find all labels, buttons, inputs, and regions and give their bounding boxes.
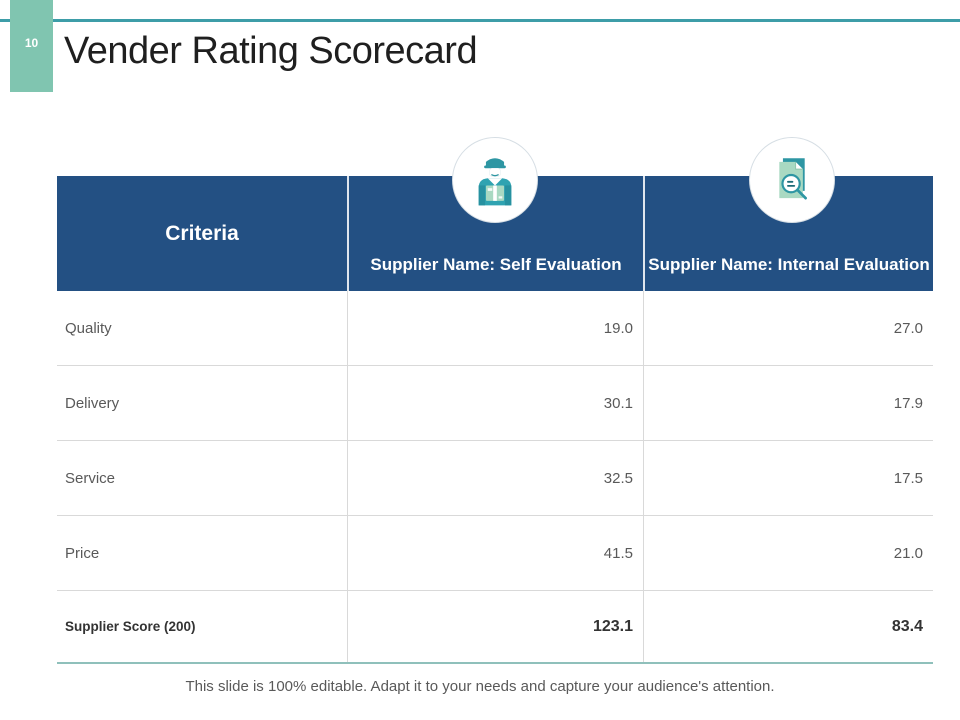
table-row: Service 32.5 17.5 <box>57 441 933 516</box>
total-label: Supplier Score (200) <box>65 619 196 634</box>
self-value: 30.1 <box>347 366 643 440</box>
page-number-badge: 10 <box>10 0 53 92</box>
header-internal-evaluation: Supplier Name: Internal Evaluation <box>643 176 933 291</box>
document-search-glyph <box>779 158 807 200</box>
delivery-person-icon <box>452 137 538 223</box>
header-criteria: Criteria <box>165 221 239 245</box>
row-label: Price <box>65 544 100 562</box>
table-row: Delivery 30.1 17.9 <box>57 366 933 441</box>
internal-value: 17.5 <box>643 441 933 515</box>
top-accent-line <box>0 19 960 22</box>
self-value: 41.5 <box>347 516 643 590</box>
row-label: Service <box>65 469 116 487</box>
row-label: Quality <box>65 319 112 337</box>
table-row: Quality 19.0 27.0 <box>57 291 933 366</box>
total-self-value: 123.1 <box>347 591 643 662</box>
row-label: Delivery <box>65 394 120 412</box>
internal-value: 17.9 <box>643 366 933 440</box>
footer-note: This slide is 100% editable. Adapt it to… <box>185 678 775 695</box>
internal-value: 27.0 <box>643 291 933 365</box>
page-title: Vender Rating Scorecard <box>64 30 478 72</box>
document-search-icon <box>749 137 835 223</box>
internal-value: 21.0 <box>643 516 933 590</box>
table-row: Price 41.5 21.0 <box>57 516 933 591</box>
delivery-person-glyph <box>478 158 512 206</box>
table-total-row: Supplier Score (200) 123.1 83.4 <box>57 591 933 662</box>
scorecard-table: Criteria Supplier Name: Self Evaluation … <box>57 176 933 664</box>
self-value: 19.0 <box>347 291 643 365</box>
total-internal-value: 83.4 <box>643 591 933 662</box>
header-self-evaluation: Supplier Name: Self Evaluation <box>347 176 643 291</box>
self-value: 32.5 <box>347 441 643 515</box>
table-bottom-accent-line <box>57 662 933 664</box>
page-number: 10 <box>24 36 39 50</box>
